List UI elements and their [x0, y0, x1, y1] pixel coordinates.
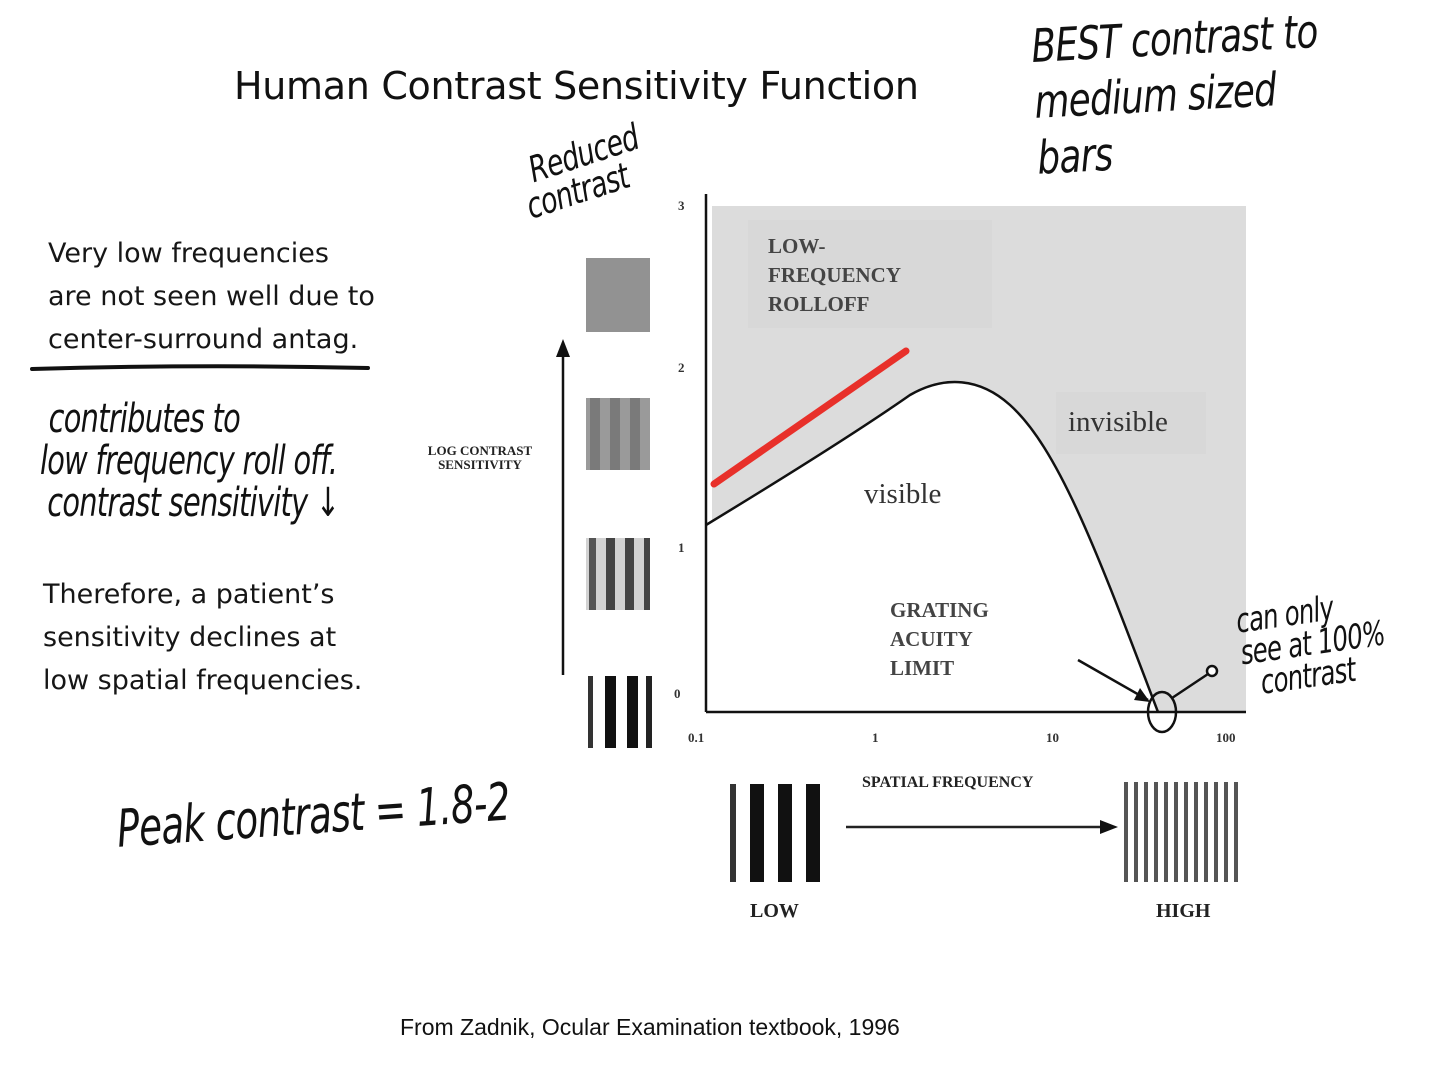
csf-chart	[704, 194, 1246, 734]
annotation-rolloff: LOW- FREQUENCY ROLLOFF	[768, 234, 901, 316]
x-tick-100: 100	[1216, 730, 1236, 745]
y-tick-3: 3	[678, 198, 685, 213]
csf-curve	[705, 380, 1160, 713]
y-axis-label: LOG CONTRAST SENSITIVITY	[427, 443, 533, 472]
note-line: contributes to	[48, 396, 241, 442]
right-arrow-icon	[846, 820, 1118, 834]
slide-title: Human Contrast Sensitivity Function	[234, 64, 919, 108]
up-arrow-icon	[556, 339, 570, 675]
y-tick-0: 0	[674, 686, 681, 701]
low-frequency-grating	[730, 784, 820, 882]
text-line: sensitivity declines at	[43, 622, 337, 653]
note-line: contrast sensitivity ↓	[47, 480, 340, 526]
grating-swatch-medium	[586, 538, 650, 610]
text-paragraph-2: Therefore, a patient’s sensitivity decli…	[43, 573, 362, 702]
x-axis-label: SPATIAL FREQUENCY	[862, 774, 1034, 791]
annotation-visible: visible	[864, 478, 942, 510]
text-line: Therefore, a patient’s	[43, 579, 335, 610]
text-line: are not seen well due to	[48, 281, 375, 312]
high-frequency-grating	[1124, 782, 1238, 882]
annotation-invisible: invisible	[1068, 406, 1168, 438]
note-can-only-see: can only see at 100% contrast	[1233, 586, 1391, 702]
grating-swatch-lowest	[586, 258, 650, 332]
note-reduced-contrast: Reduced contrast	[512, 117, 653, 227]
source-caption: From Zadnik, Ocular Examination textbook…	[400, 1014, 900, 1040]
visible-region	[706, 382, 1158, 712]
note-peak-contrast: Peak contrast = 1.8-2	[115, 772, 512, 860]
y-tick-1: 1	[678, 540, 685, 555]
x-tick-10: 10	[1046, 730, 1059, 745]
note-best-contrast: BEST contrast to medium sized bars	[1030, 1, 1358, 186]
annotation-acuity-limit: GRATING ACUITY LIMIT	[890, 598, 989, 680]
invisible-label-bg	[1056, 392, 1206, 454]
note-line: low frequency roll off.	[40, 438, 338, 484]
label-low: LOW	[750, 900, 799, 922]
label-high: HIGH	[1156, 900, 1211, 922]
grating-swatch-low	[586, 398, 650, 470]
contrast-gratings-column	[586, 258, 652, 748]
rolloff-label-bg	[748, 220, 992, 328]
x-tick-1: 1	[872, 730, 879, 745]
acuity-pointer-arrow	[1077, 658, 1149, 702]
text-line: center-surround antag.	[48, 324, 359, 355]
red-highlight-line	[710, 347, 910, 488]
x-tick-0-1: 0.1	[688, 730, 705, 745]
text-line: Very low frequencies	[48, 238, 329, 269]
grating-swatch-high	[588, 676, 652, 748]
y-tick-2: 2	[678, 360, 685, 375]
note-line: medium sized bars	[1032, 62, 1278, 185]
acuity-circle	[1146, 690, 1178, 734]
note-contributes: contributes to low frequency roll off. c…	[40, 396, 340, 526]
text-line: low spatial frequencies.	[43, 665, 363, 696]
underline-stroke	[30, 364, 370, 371]
text-paragraph-1: Very low frequencies are not seen well d…	[48, 232, 375, 361]
